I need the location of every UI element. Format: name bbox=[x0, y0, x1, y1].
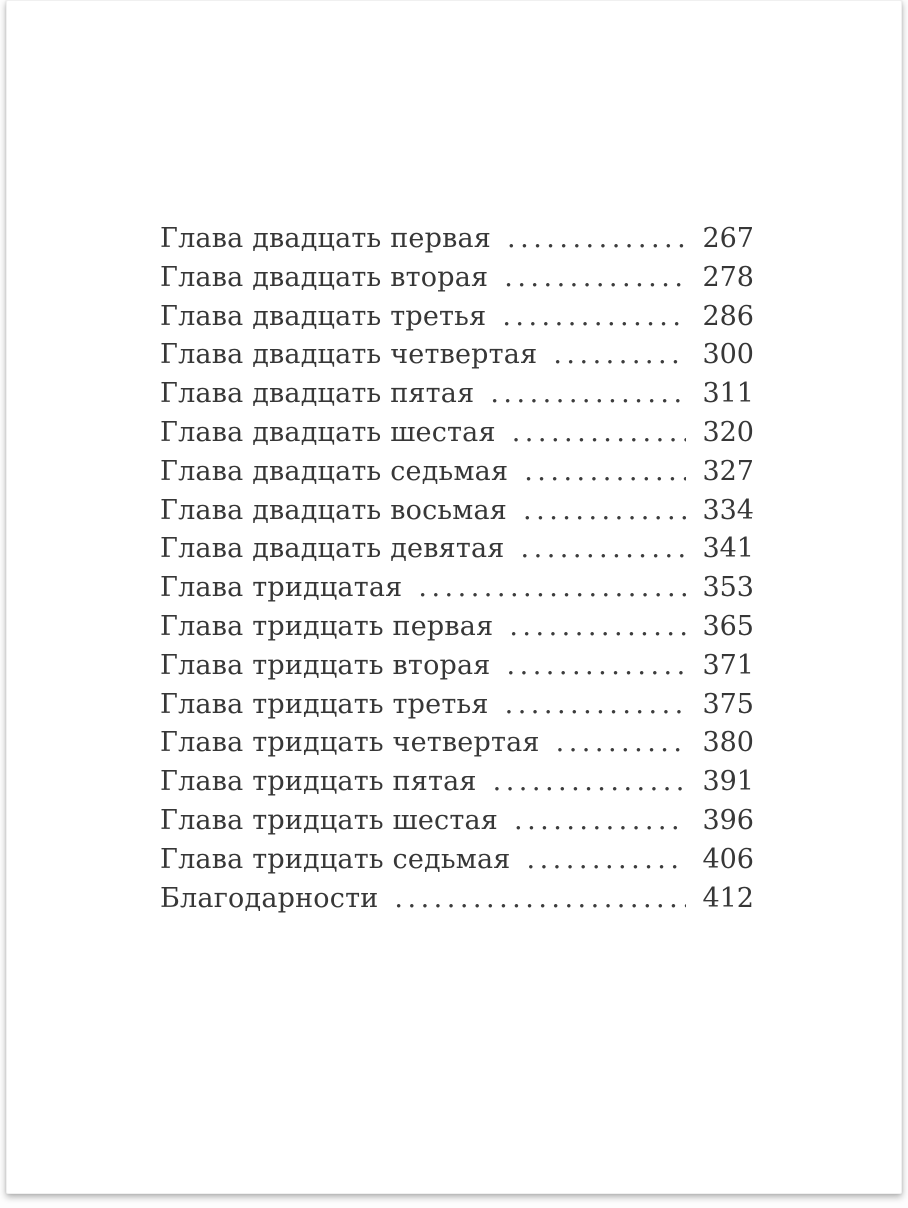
toc-entry-label: Благодарности bbox=[160, 882, 379, 914]
toc-dot-leader: ........................................… bbox=[418, 572, 686, 604]
toc-entry-label: Глава двадцать восьмая bbox=[160, 494, 508, 526]
toc-entry-label: Глава тридцать седьмая bbox=[160, 843, 511, 875]
toc-entry-label: Глава двадцать шестая bbox=[160, 416, 496, 448]
toc-page-number: 371 bbox=[702, 649, 754, 681]
toc-page-number: 353 bbox=[702, 572, 754, 604]
toc-dot-leader: ........................................… bbox=[523, 494, 686, 526]
toc-page-number: 341 bbox=[702, 533, 754, 565]
toc-entry-label: Глава двадцать третья bbox=[160, 300, 487, 332]
toc-dot-leader: ........................................… bbox=[520, 533, 686, 565]
toc-page-number: 391 bbox=[702, 766, 754, 798]
toc-dot-leader: ........................................… bbox=[524, 455, 686, 487]
toc-dot-leader: ........................................… bbox=[511, 416, 686, 448]
toc-dot-leader: ........................................… bbox=[553, 339, 686, 371]
toc-page-number: 320 bbox=[702, 416, 754, 448]
toc-page-number: 300 bbox=[702, 339, 754, 371]
toc-row: Глава тридцать третья...................… bbox=[160, 689, 754, 728]
toc-entry-label: Глава тридцать вторая bbox=[160, 649, 491, 681]
toc-page-number: 396 bbox=[702, 804, 754, 836]
toc-row: Глава двадцать пятая....................… bbox=[160, 378, 754, 417]
toc-row: Глава тридцать седьмая..................… bbox=[160, 844, 754, 883]
toc-entry-label: Глава двадцать пятая bbox=[160, 378, 475, 410]
toc-dot-leader: ........................................… bbox=[504, 688, 686, 720]
toc-entry-label: Глава тридцать шестая bbox=[160, 804, 498, 836]
toc-dot-leader: ........................................… bbox=[502, 300, 686, 332]
toc-entry-label: Глава тридцатая bbox=[160, 572, 403, 604]
book-page: Глава двадцать первая...................… bbox=[6, 0, 902, 1194]
toc-page-number: 380 bbox=[702, 727, 754, 759]
toc-row: Глава тридцать вторая...................… bbox=[160, 650, 754, 689]
toc-page-number: 286 bbox=[702, 300, 754, 332]
toc-page-number: 375 bbox=[702, 688, 754, 720]
toc-entry-label: Глава двадцать вторая bbox=[160, 261, 489, 293]
toc-entry-label: Глава тридцать пятая bbox=[160, 766, 477, 798]
toc-page-number: 267 bbox=[702, 223, 754, 254]
toc-page-number: 327 bbox=[702, 455, 754, 487]
toc-page-number: 278 bbox=[702, 261, 754, 293]
toc-page-number: 365 bbox=[702, 610, 754, 642]
toc-entry-label: Глава двадцать седьмая bbox=[160, 455, 509, 487]
toc-entry-label: Глава двадцать девятая bbox=[160, 533, 505, 565]
toc-page-number: 406 bbox=[702, 843, 754, 875]
toc-dot-leader: ........................................… bbox=[507, 223, 686, 254]
toc-page-number: 311 bbox=[702, 378, 754, 410]
toc-row: Глава тридцать шестая...................… bbox=[160, 805, 754, 844]
toc-dot-leader: ........................................… bbox=[514, 804, 686, 836]
toc-dot-leader: ........................................… bbox=[394, 882, 686, 914]
toc-entry-label: Глава двадцать четвертая bbox=[160, 339, 538, 371]
toc-dot-leader: ........................................… bbox=[504, 261, 686, 293]
toc-dot-leader: ........................................… bbox=[492, 766, 686, 798]
toc-row: Глава двадцать первая...................… bbox=[160, 223, 754, 262]
toc-list: Глава двадцать первая...................… bbox=[160, 223, 754, 921]
toc-row: Глава двадцать четвертая................… bbox=[160, 339, 754, 378]
toc-dot-leader: ........................................… bbox=[555, 727, 686, 759]
toc-row: Глава тридцать первая...................… bbox=[160, 611, 754, 650]
toc-dot-leader: ........................................… bbox=[490, 378, 686, 410]
toc-dot-leader: ........................................… bbox=[526, 843, 686, 875]
toc-page-number: 334 bbox=[702, 494, 754, 526]
toc-row: Благодарности...........................… bbox=[160, 883, 754, 922]
toc-row: Глава двадцать шестая...................… bbox=[160, 417, 754, 456]
toc-row: Глава двадцать девятая..................… bbox=[160, 533, 754, 572]
toc-entry-label: Глава тридцать четвертая bbox=[160, 727, 540, 759]
toc-row: Глава двадцать седьмая..................… bbox=[160, 456, 754, 495]
toc-entry-label: Глава тридцать третья bbox=[160, 688, 489, 720]
toc-entry-label: Глава тридцать первая bbox=[160, 610, 494, 642]
toc-row: Глава тридцать пятая....................… bbox=[160, 766, 754, 805]
toc-entry-label: Глава двадцать первая bbox=[160, 223, 492, 254]
toc-row: Глава двадцать третья...................… bbox=[160, 301, 754, 340]
toc-row: Глава двадцать вторая...................… bbox=[160, 262, 754, 301]
toc-page-number: 412 bbox=[702, 882, 754, 914]
toc-dot-leader: ........................................… bbox=[506, 649, 686, 681]
toc-row: Глава тридцатая.........................… bbox=[160, 572, 754, 611]
toc-row: Глава двадцать восьмая..................… bbox=[160, 495, 754, 534]
toc-row: Глава тридцать четвертая................… bbox=[160, 727, 754, 766]
toc-dot-leader: ........................................… bbox=[509, 610, 686, 642]
